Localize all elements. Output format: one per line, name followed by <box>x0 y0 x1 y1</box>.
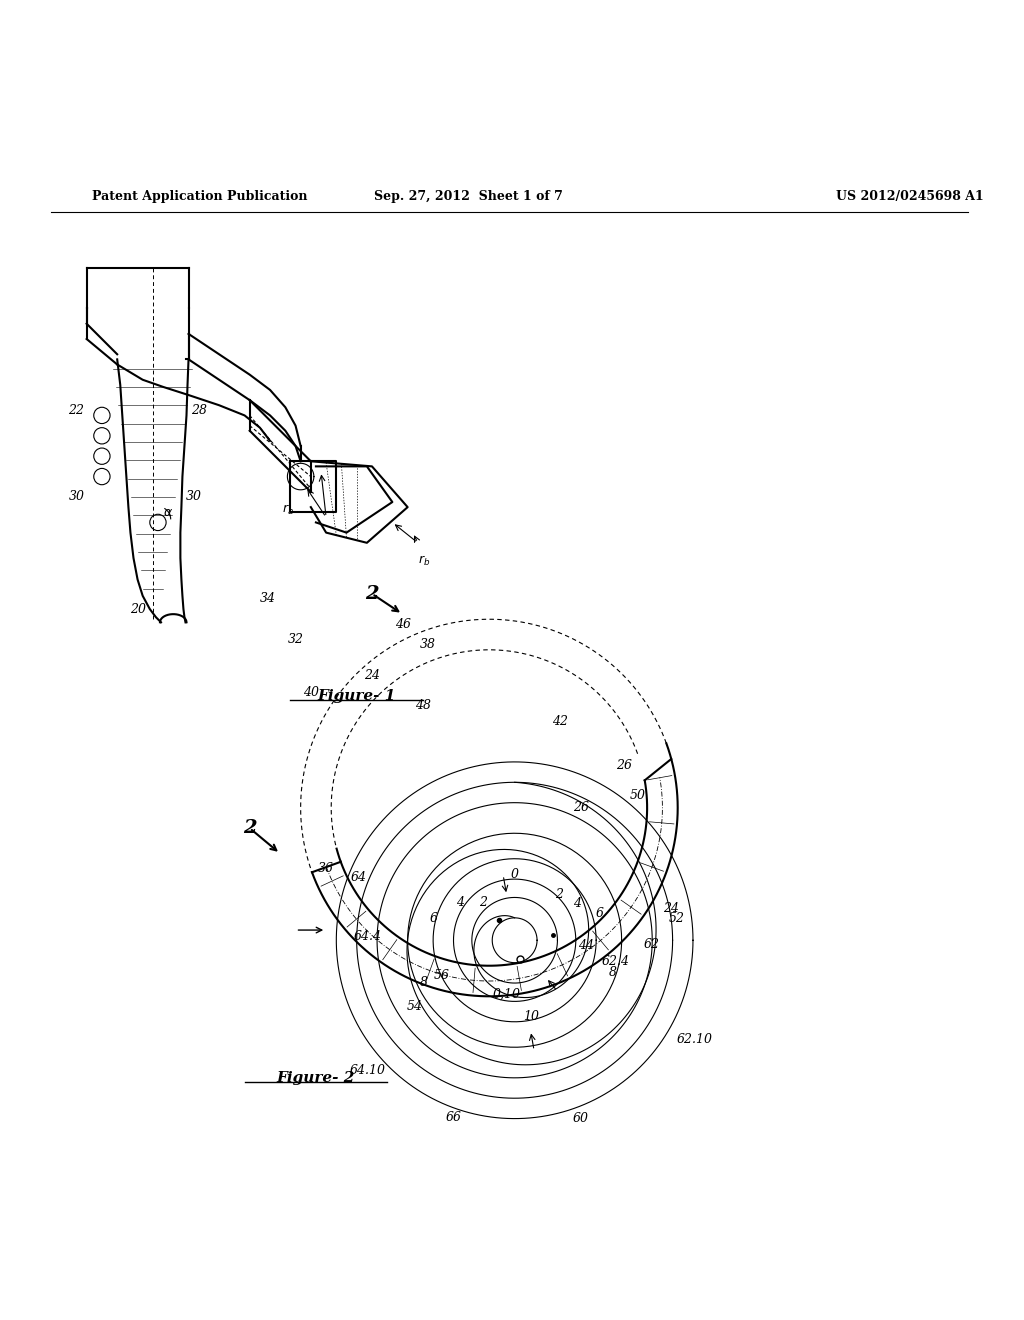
Text: 0,10: 0,10 <box>493 987 520 1001</box>
Text: 2: 2 <box>479 896 487 909</box>
Text: US 2012/0245698 A1: US 2012/0245698 A1 <box>836 190 983 203</box>
Text: 10: 10 <box>523 1010 540 1023</box>
Text: 22: 22 <box>69 404 84 417</box>
Text: 2: 2 <box>243 820 256 837</box>
Text: 28: 28 <box>190 404 207 417</box>
Text: 36: 36 <box>318 862 334 875</box>
Text: 30: 30 <box>69 491 84 503</box>
Text: 8: 8 <box>609 966 616 979</box>
Text: 4: 4 <box>573 896 582 909</box>
Text: 6: 6 <box>596 907 603 920</box>
Text: 20: 20 <box>130 602 145 615</box>
Text: 4: 4 <box>457 896 464 908</box>
Text: 24: 24 <box>664 902 679 915</box>
Text: 46: 46 <box>394 618 411 631</box>
Text: Sep. 27, 2012  Sheet 1 of 7: Sep. 27, 2012 Sheet 1 of 7 <box>375 190 563 203</box>
Text: Figure- 2: Figure- 2 <box>276 1071 355 1085</box>
Text: 54: 54 <box>407 999 423 1012</box>
Text: 2: 2 <box>366 585 379 603</box>
Text: 30: 30 <box>185 491 202 503</box>
Text: 6: 6 <box>430 912 438 925</box>
Text: $r_b$: $r_b$ <box>418 554 430 568</box>
Text: 64.4: 64.4 <box>353 929 381 942</box>
Text: 56: 56 <box>433 969 450 982</box>
Text: 2: 2 <box>555 888 563 902</box>
Text: 52: 52 <box>669 912 685 924</box>
Text: Patent Application Publication: Patent Application Publication <box>92 190 307 203</box>
Text: 24: 24 <box>364 669 380 682</box>
Text: $\alpha$: $\alpha$ <box>163 506 173 519</box>
Text: 32: 32 <box>288 634 303 645</box>
Text: 60: 60 <box>572 1111 589 1125</box>
Text: 48: 48 <box>415 700 431 713</box>
Text: 50: 50 <box>630 789 645 801</box>
Text: 66: 66 <box>445 1111 461 1125</box>
Text: 64.10: 64.10 <box>350 1064 386 1077</box>
Text: 64: 64 <box>350 871 367 884</box>
Text: 34: 34 <box>260 593 276 606</box>
Text: 0: 0 <box>511 867 518 880</box>
Text: 62: 62 <box>644 939 659 950</box>
Text: 62.10: 62.10 <box>677 1034 713 1047</box>
Text: $r_a$: $r_a$ <box>283 503 294 517</box>
Text: 62.4: 62.4 <box>602 954 630 968</box>
Text: 8: 8 <box>420 975 428 989</box>
Text: 26: 26 <box>616 759 632 772</box>
Text: 42: 42 <box>553 714 568 727</box>
Text: 40: 40 <box>303 686 318 700</box>
Text: 26: 26 <box>572 801 589 814</box>
Text: 44: 44 <box>578 939 594 952</box>
Text: Figure- 1: Figure- 1 <box>317 689 396 702</box>
Text: 38: 38 <box>420 638 436 651</box>
